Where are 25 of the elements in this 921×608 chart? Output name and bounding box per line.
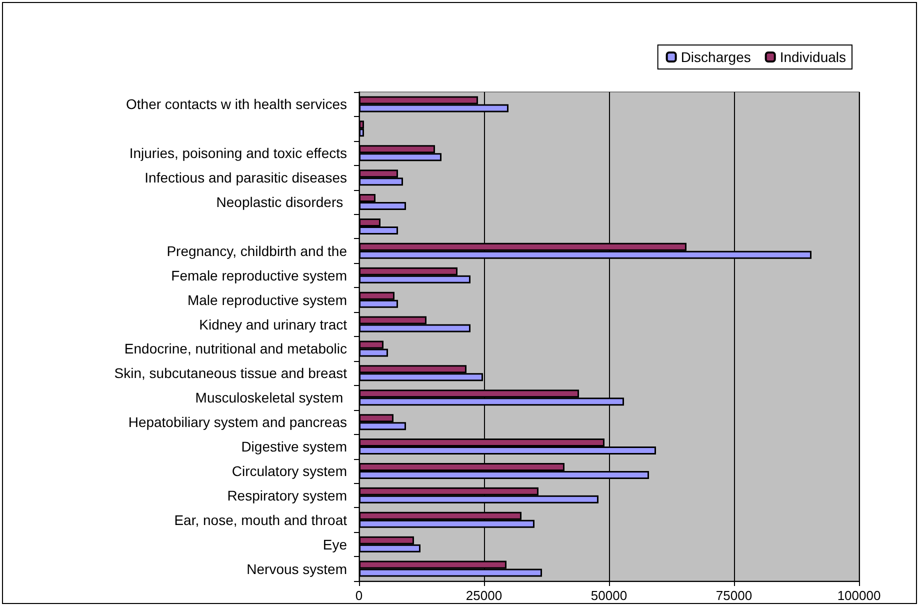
y-tick-label: Female reproductive system: [171, 267, 347, 284]
y-tick-label: Musculoskeletal system: [195, 390, 347, 406]
x-tick-label: 75000: [716, 588, 752, 603]
legend-label: Discharges: [680, 49, 751, 65]
y-tick-label: Nervous system: [246, 560, 347, 577]
x-tick-label: 25000: [466, 588, 502, 603]
y-tick-label: Neoplastic disorders: [216, 194, 347, 210]
y-tick-label: Circulatory system: [232, 462, 347, 479]
x-tick-label: 100000: [837, 588, 881, 603]
x-tick-label: 50000: [590, 588, 628, 603]
y-tick-label: Other contacts w ith health services: [126, 96, 347, 112]
y-tick-label: Pregnancy, childbirth and the: [166, 242, 348, 259]
y-tick-label: Kidney and urinary tract: [199, 316, 348, 332]
y-tick-label: Injuries, poisoning and toxic effects: [129, 145, 347, 162]
y-tick-label: Endocrine, nutritional and metabolic: [124, 340, 347, 357]
legend-label: Individuals: [780, 49, 846, 65]
x-tick-label: 0: [355, 588, 363, 603]
y-tick-label: Eye: [322, 536, 348, 552]
y-tick-label: Skin, subcutaneous tissue and breast: [114, 365, 348, 382]
y-tick-label: Infectious and parasitic diseases: [144, 170, 347, 186]
y-tick-label: Respiratory system: [227, 487, 347, 504]
y-tick-label: Digestive system: [241, 438, 347, 455]
y-tick-label: Ear, nose, mouth and throat: [174, 512, 348, 528]
y-tick-label: Hepatobiliary system and pancreas: [128, 414, 347, 430]
y-tick-label: Male reproductive system: [187, 292, 347, 308]
